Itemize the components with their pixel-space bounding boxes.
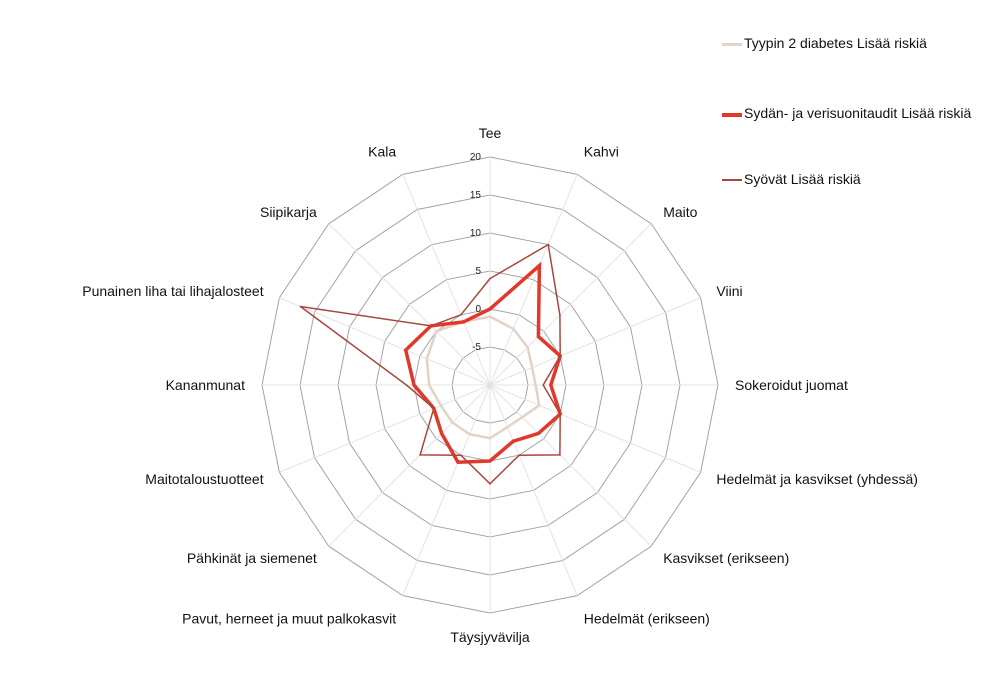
grid-spoke	[328, 384, 491, 547]
radial-tick-label: 5	[475, 266, 481, 277]
data-point	[451, 421, 454, 424]
data-point	[460, 314, 462, 316]
axis-labels: Tee Kahvi Maito Viini Sokeroidut juomat Hedel…	[82, 125, 918, 645]
data-point	[518, 454, 520, 457]
radial-tick-label: 15	[470, 190, 482, 201]
grid-spoke	[402, 384, 491, 596]
axis-label: Kahvi	[584, 144, 619, 160]
data-point	[489, 483, 491, 485]
data-point	[435, 330, 438, 333]
axis-label: Punainen liha tai lihajalosteet	[82, 283, 263, 299]
grid-spoke	[279, 384, 491, 473]
data-point	[299, 305, 302, 308]
grid-spoke	[402, 174, 491, 386]
data-point	[489, 460, 491, 462]
grid-spoke	[489, 384, 701, 473]
grid-spoke	[489, 223, 652, 386]
legend-swatch-cardiovascular	[722, 113, 742, 117]
data-point	[430, 325, 432, 327]
axis-label: Kasvikset (erikseen)	[663, 550, 789, 566]
axis-label: Täysjyvävilja	[450, 629, 530, 645]
data-series	[299, 243, 563, 485]
data-point	[463, 321, 465, 323]
data-point	[512, 328, 515, 330]
legend-item-cardiovascular: Sydän- ja verisuonitaudit Lisää riskiä	[722, 104, 976, 122]
data-point	[426, 358, 428, 360]
data-point	[489, 437, 491, 440]
data-point	[526, 346, 529, 349]
data-point	[413, 384, 415, 386]
data-point	[489, 315, 491, 318]
data-point	[559, 413, 561, 415]
axis-label: Hedelmät (erikseen)	[584, 610, 710, 626]
series-2	[299, 243, 561, 485]
radial-tick-label: 10	[470, 228, 482, 239]
legend-swatch-diabetes	[722, 43, 742, 46]
axis-label: Tee	[479, 125, 502, 141]
radial-tick-labels: -5 0 5 10 15 20	[470, 152, 482, 353]
data-point	[521, 416, 523, 419]
legend-item-diabetes: Tyypin 2 diabetes Lisää riskiä	[722, 34, 976, 52]
data-point	[433, 407, 435, 410]
data-point	[457, 461, 459, 464]
data-point	[550, 384, 552, 386]
data-point	[440, 404, 442, 407]
series-line	[403, 261, 563, 464]
data-point	[404, 349, 407, 351]
radial-tick-label: -5	[472, 342, 481, 353]
data-point	[547, 243, 549, 246]
grid-spoke	[489, 384, 652, 547]
data-point	[559, 454, 561, 456]
axis-label: Pähkinät ja siemenet	[187, 550, 317, 566]
data-point	[489, 308, 491, 310]
data-point	[419, 454, 421, 456]
legend-item-cancer: Syövät Lisää riskiä	[722, 170, 976, 188]
axis-label: Maitotaloustuotteet	[145, 471, 263, 487]
axis-label: Hedelmät ja kasvikset (yhdessä)	[716, 471, 918, 487]
radar-grid	[261, 156, 719, 614]
legend-swatch-cancer	[722, 179, 742, 181]
axis-label: Kananmunat	[166, 377, 246, 393]
axis-label: Sokeroidut juomat	[735, 377, 848, 393]
legend-label-cancer: Syövät Lisää riskiä	[744, 171, 861, 187]
data-point	[534, 384, 537, 386]
data-point	[542, 384, 544, 386]
axis-label: Pavut, herneet ja muut palkokasvit	[182, 610, 396, 626]
axis-label: Siipikarja	[260, 204, 317, 220]
grid-spoke	[489, 384, 578, 596]
grid-spoke	[328, 223, 491, 386]
data-point	[559, 314, 561, 316]
data-point	[512, 440, 515, 443]
grid-spoke	[489, 174, 578, 386]
data-point	[531, 366, 533, 369]
axis-label: Kala	[368, 144, 396, 160]
legend-label-cardiovascular: Sydän- ja verisuonitaudit Lisää riskiä	[744, 105, 972, 121]
data-point	[559, 355, 561, 357]
data-point	[460, 454, 462, 457]
data-point	[468, 433, 471, 436]
radial-tick-label: 0	[475, 304, 481, 315]
radial-tick-label: 20	[470, 152, 482, 163]
data-point	[489, 277, 491, 280]
data-point	[538, 404, 540, 407]
axis-label: Maito	[663, 204, 697, 220]
data-point	[538, 264, 541, 267]
data-point	[537, 432, 540, 435]
data-point	[428, 384, 431, 386]
series-0	[425, 315, 541, 440]
legend-label-diabetes: Tyypin 2 diabetes Lisää riskiä	[744, 35, 927, 51]
axis-label: Viini	[716, 283, 742, 299]
data-point	[506, 426, 509, 428]
data-point	[537, 335, 540, 338]
data-point	[405, 384, 408, 386]
grid-spoke	[489, 297, 701, 386]
data-point	[440, 432, 443, 435]
grid-spoke	[279, 297, 491, 386]
